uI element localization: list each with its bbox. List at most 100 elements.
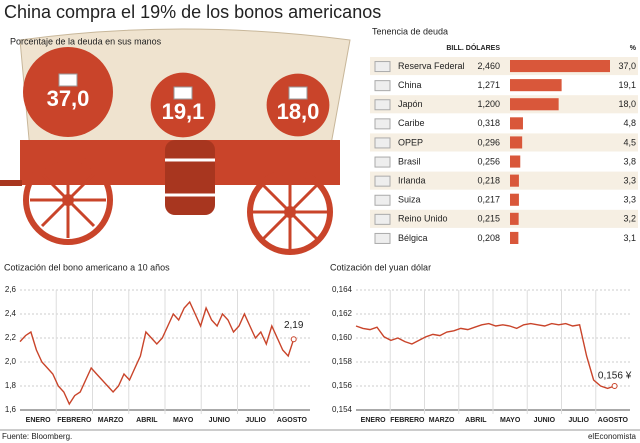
bar [510, 79, 562, 92]
row-name: Reserva Federal [398, 61, 465, 71]
brand: elEconomista [588, 432, 637, 441]
row-name: Reino Unido [398, 214, 448, 224]
bar [510, 212, 519, 225]
y-tick-label: 1,6 [5, 405, 17, 414]
row-name: Suiza [398, 195, 421, 205]
end-label: 0,156 ¥ [598, 371, 632, 382]
bar [510, 193, 519, 206]
x-tick-label: ENERO [361, 417, 386, 424]
bond-title: Cotización del bono americano a 10 años [4, 262, 170, 272]
x-tick-label: MARZO [429, 417, 455, 424]
row-percent: 4,8 [623, 118, 636, 128]
y-tick-label: 1,8 [5, 381, 17, 390]
bubble [23, 47, 113, 137]
x-tick-label: MAYO [173, 417, 194, 424]
row-amount: 0,296 [477, 137, 500, 147]
y-tick-label: 2,6 [5, 285, 17, 294]
end-dot [611, 383, 618, 389]
row-bg [370, 190, 638, 209]
bar [510, 98, 559, 111]
end-dot [290, 336, 297, 343]
bar [510, 117, 523, 130]
y-tick-label: 2,4 [5, 309, 17, 318]
row-amount: 0,218 [477, 176, 500, 186]
column-header: % [630, 45, 637, 52]
bubble-label: 18,0 [277, 99, 320, 124]
bar [510, 136, 523, 149]
bubble-label: 37,0 [47, 86, 90, 111]
row-name: China [398, 80, 422, 90]
flag [374, 194, 391, 206]
row-amount: 0,217 [477, 195, 500, 205]
row-percent: 4,5 [623, 137, 636, 147]
row-amount: 1,271 [477, 80, 500, 90]
row-amount: 0,318 [477, 118, 500, 128]
bubble [266, 73, 330, 137]
row-bg [370, 228, 638, 247]
bar [510, 155, 521, 168]
x-tick-label: AGOSTO [277, 417, 308, 424]
y-tick-label: 0,164 [332, 285, 353, 294]
yuan-title: Cotización del yuan dólar [330, 262, 431, 272]
table-title: Tenencia de deuda [372, 26, 448, 36]
bubble-subtitle: Porcentaje de la deuda en sus manos [10, 36, 162, 46]
row-name: Bélgica [398, 233, 428, 243]
row-amount: 0,256 [477, 156, 500, 166]
row-bg [370, 152, 638, 171]
row-percent: 3,2 [623, 214, 636, 224]
row-bg [370, 171, 638, 190]
flag [173, 86, 193, 100]
flag [374, 80, 391, 92]
row-bg [370, 133, 638, 152]
row-name: Brasil [398, 156, 421, 166]
row-amount: 1,200 [477, 99, 500, 109]
line [19, 300, 295, 406]
y-tick-label: 0,156 [332, 381, 353, 390]
row-percent: 3,8 [623, 156, 636, 166]
y-tick-label: 2,0 [5, 357, 17, 366]
flag [374, 137, 391, 149]
row-percent: 3,3 [623, 176, 636, 186]
flag [374, 213, 391, 225]
flag [58, 73, 78, 87]
row-amount: 0,215 [477, 214, 500, 224]
column-header: BILL. DÓLARES [446, 43, 500, 52]
x-tick-label: FEBRERO [57, 417, 92, 424]
x-tick-label: ABRIL [465, 417, 487, 424]
flag [288, 86, 308, 100]
row-amount: 2,460 [477, 61, 500, 71]
flag [374, 99, 391, 111]
x-tick-label: MARZO [98, 417, 124, 424]
flag [374, 175, 391, 187]
bar [510, 174, 519, 187]
bubble-label: 19,1 [162, 99, 205, 124]
row-name: Japón [398, 99, 423, 109]
flag [374, 156, 391, 168]
x-tick-label: FEBRERO [390, 417, 425, 424]
bubble [150, 72, 216, 138]
row-bg [370, 76, 638, 95]
x-tick-label: AGOSTO [598, 417, 629, 424]
row-name: Irlanda [398, 176, 426, 186]
row-percent: 37,0 [618, 61, 636, 71]
row-bg [370, 95, 638, 114]
x-tick-label: MAYO [500, 417, 521, 424]
row-percent: 3,1 [623, 233, 636, 243]
y-tick-label: 0,158 [332, 357, 353, 366]
line [355, 322, 615, 390]
y-tick-label: 0,160 [332, 333, 353, 342]
x-tick-label: JULIO [245, 417, 266, 424]
row-amount: 0,208 [477, 233, 500, 243]
flag [374, 118, 391, 130]
end-label: 2,19 [284, 320, 304, 331]
row-percent: 3,3 [623, 195, 636, 205]
source: Fuente: Bloomberg. [2, 432, 72, 441]
x-tick-label: JULIO [568, 417, 589, 424]
x-tick-label: ENERO [26, 417, 51, 424]
row-name: Caribe [398, 118, 425, 128]
x-tick-label: JUNIO [534, 417, 556, 424]
y-tick-label: 0,154 [332, 405, 353, 414]
row-percent: 18,0 [618, 99, 636, 109]
